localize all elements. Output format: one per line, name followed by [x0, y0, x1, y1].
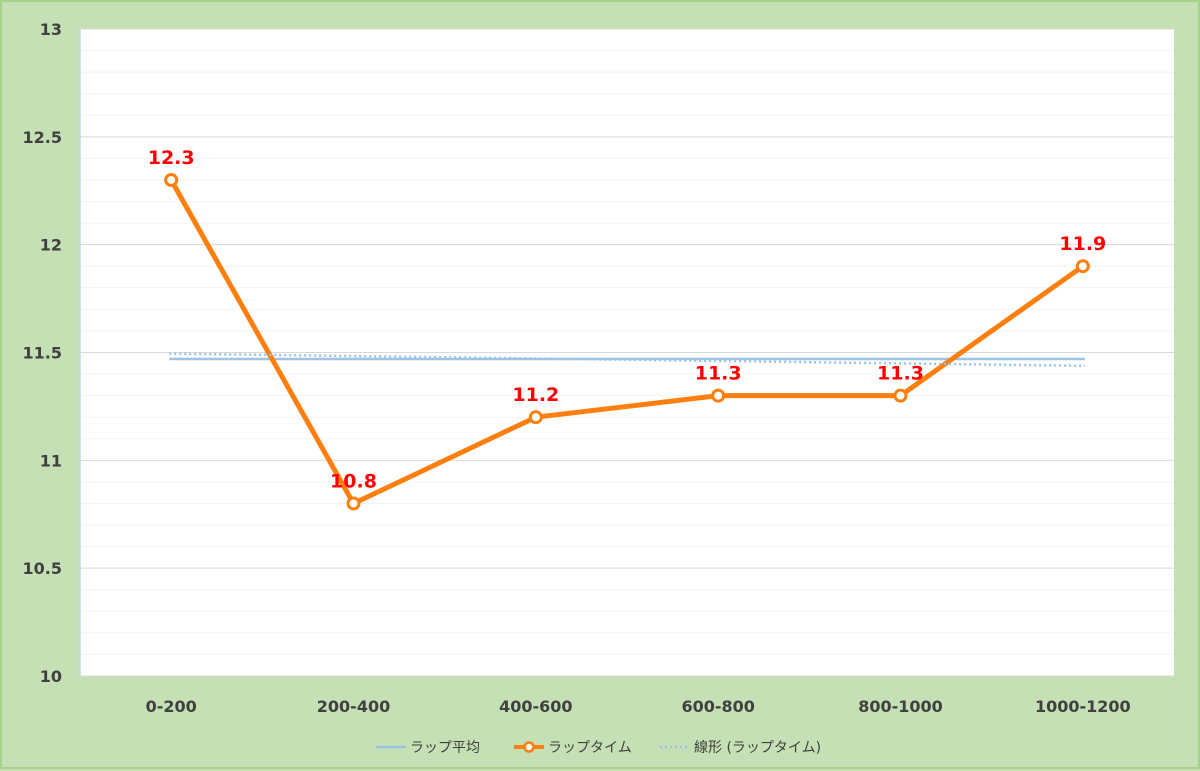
- data-point: [164, 172, 179, 187]
- legend-item: ラップ平均: [376, 740, 480, 756]
- y-tick-label: 10.5: [23, 559, 62, 578]
- y-tick-label: 12: [40, 236, 62, 255]
- legend-label: ラップタイム: [548, 740, 632, 756]
- legend: ラップ平均 ラップタイム 線形 (ラップタイム): [376, 740, 821, 756]
- data-point: [1075, 259, 1090, 274]
- minor-gridlines: [80, 50, 1174, 655]
- legend-marker: [523, 741, 535, 753]
- y-tick-label: 13: [40, 20, 62, 39]
- data-label: 11.9: [1059, 233, 1106, 255]
- data-point: [346, 496, 361, 511]
- series-layer: [164, 172, 1090, 511]
- y-tick-label: 11.5: [23, 344, 62, 363]
- data-label: 10.8: [330, 470, 377, 492]
- data-point: [711, 388, 726, 403]
- x-tick-label: 800-1000: [858, 697, 943, 716]
- data-label: 11.3: [695, 363, 742, 385]
- legend-item: ラップタイム: [514, 740, 632, 756]
- y-tick-label: 12.5: [23, 128, 62, 147]
- x-tick-label: 400-600: [499, 697, 572, 716]
- data-label: 11.2: [512, 384, 559, 406]
- data-labels: 12.3 10.8 11.2 11.3 11.3 11.9: [148, 147, 1107, 493]
- legend-item: 線形 (ラップタイム): [660, 740, 821, 756]
- y-tick-label: 10: [40, 667, 62, 686]
- data-label: 11.3: [877, 363, 924, 385]
- x-tick-label: 0-200: [146, 697, 197, 716]
- data-point: [528, 410, 543, 425]
- series-line-lap-time: [168, 178, 1085, 506]
- data-point: [893, 388, 908, 403]
- major-gridlines: [80, 28, 1174, 677]
- x-axis-tick-labels: 0-200 200-400 400-600 600-800 800-1000 1000-1…: [146, 697, 1131, 716]
- legend-label: ラップ平均: [410, 740, 480, 756]
- x-tick-label: 1000-1200: [1035, 697, 1131, 716]
- y-axis-tick-labels: 10 10.5 11 11.5 12 12.5 13: [23, 20, 62, 686]
- legend-label: 線形 (ラップタイム): [694, 740, 821, 756]
- data-label: 12.3: [148, 147, 195, 169]
- x-tick-label: 200-400: [317, 697, 390, 716]
- x-tick-label: 600-800: [681, 697, 754, 716]
- y-tick-label: 11: [40, 451, 62, 470]
